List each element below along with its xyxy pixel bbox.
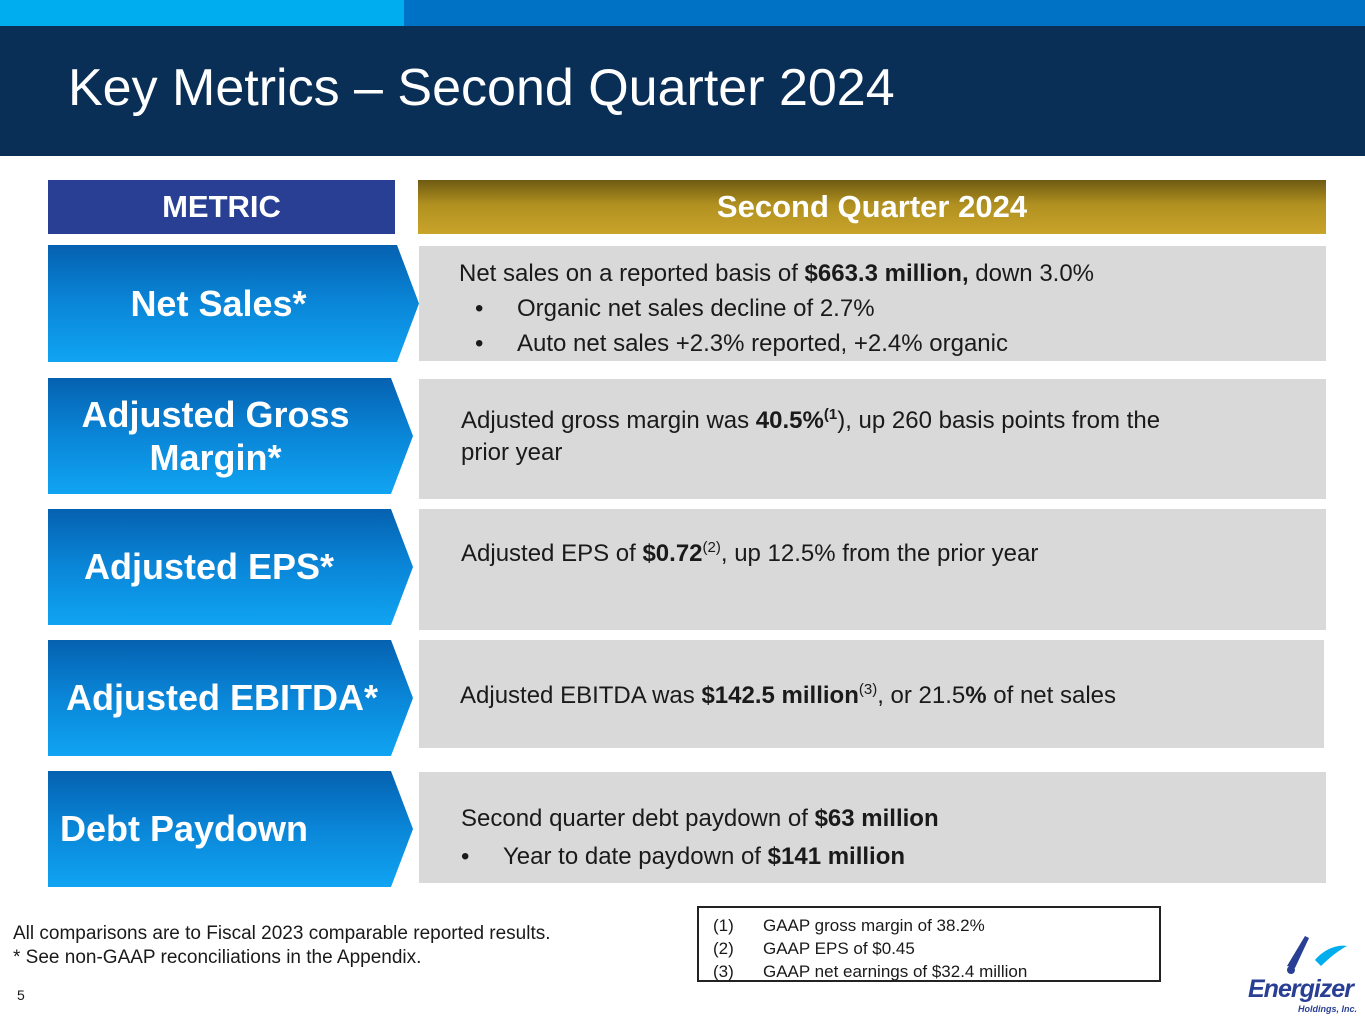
debt-value: $63 million <box>814 805 939 832</box>
metric-adjusted-eps: Adjusted EPS* <box>48 509 413 625</box>
footnote-box: (1) GAAP gross margin of 38.2% (2) GAAP … <box>697 906 1161 982</box>
column-header-quarter: Second Quarter 2024 <box>418 180 1326 234</box>
gross-margin-label-line1: Adjusted Gross <box>81 393 350 435</box>
ebitda-text: Adjusted EBITDA was <box>460 682 702 709</box>
header-band <box>0 26 1365 156</box>
gross-margin-change: ), up 260 basis points from the <box>837 407 1161 434</box>
net-sales-bullet-organic: Organic net sales decline of 2.7% <box>517 295 875 322</box>
panel-adjusted-eps: Adjusted EPS of $0.72(2), up 12.5% from … <box>419 509 1326 630</box>
footnote-row: (2) GAAP EPS of $0.45 <box>713 937 1159 960</box>
gross-margin-main: Adjusted gross margin was 40.5%(1), up 2… <box>461 406 1160 435</box>
net-sales-value: $663.3 million, <box>804 260 969 287</box>
footnote-number: (1) <box>713 915 734 935</box>
panel-adjusted-gross-margin: Adjusted gross margin was 40.5%(1), up 2… <box>419 379 1326 499</box>
metric-adjusted-gross-margin: Adjusted Gross Margin* <box>48 378 413 494</box>
eps-main: Adjusted EPS of $0.72(2), up 12.5% from … <box>461 539 1038 568</box>
ebitda-main: Adjusted EBITDA was $142.5 million(3), o… <box>460 681 1116 710</box>
gross-margin-footnote-ref: (1 <box>823 406 838 423</box>
bullet-icon: • <box>475 295 484 322</box>
gross-margin-text: Adjusted gross margin was <box>461 407 756 434</box>
non-gaap-note: * See non-GAAP reconciliations in the Ap… <box>13 947 422 968</box>
page-number: 5 <box>17 987 25 1003</box>
footnote-number: (2) <box>713 938 734 958</box>
energizer-logo-icon <box>1287 936 1347 974</box>
comparison-note: All comparisons are to Fiscal 2023 compa… <box>13 923 551 944</box>
footnote-row: (3) GAAP net earnings of $32.4 million <box>713 960 1159 983</box>
top-accent-bar-light <box>0 0 404 26</box>
metric-debt-paydown: Debt Paydown <box>48 771 413 887</box>
net-sales-bullet-auto: Auto net sales +2.3% reported, +2.4% org… <box>517 330 1008 357</box>
debt-bullet-ytd: Year to date paydown of $141 million <box>503 843 905 871</box>
logo-wordmark: Energizer <box>1248 975 1354 1003</box>
ebitda-margin: , or 21.5 <box>877 682 966 709</box>
eps-text: Adjusted EPS of <box>461 540 643 567</box>
debt-ytd-text: Year to date paydown of <box>503 843 768 870</box>
bullet-icon: • <box>475 330 484 357</box>
logo-subtitle: Holdings, Inc. <box>1298 1004 1358 1014</box>
panel-debt-paydown: Second quarter debt paydown of $63 milli… <box>419 772 1326 883</box>
footnote-row: (1) GAAP gross margin of 38.2% <box>713 914 1159 937</box>
footnote-text: GAAP gross margin of 38.2% <box>763 915 985 935</box>
debt-main: Second quarter debt paydown of $63 milli… <box>461 805 939 833</box>
footnote-number: (3) <box>713 961 734 981</box>
eps-value: $0.72 <box>642 540 703 567</box>
ebitda-value: $142.5 million <box>701 682 859 709</box>
panel-adjusted-ebitda: Adjusted EBITDA was $142.5 million(3), o… <box>419 640 1324 748</box>
bullet-icon: • <box>461 843 470 870</box>
debt-ytd-value: $141 million <box>767 843 906 870</box>
debt-text: Second quarter debt paydown of <box>461 805 815 832</box>
eps-footnote-ref: (2) <box>702 539 721 556</box>
net-sales-text: Net sales on a reported basis of <box>459 260 805 287</box>
ebitda-percent-sign: % <box>965 682 987 709</box>
top-accent-bar-dark <box>404 0 1365 26</box>
metric-net-sales: Net Sales* <box>48 245 419 362</box>
panel-net-sales: Net sales on a reported basis of $663.3 … <box>419 246 1326 361</box>
eps-change: , up 12.5% from the prior year <box>720 540 1039 567</box>
footnote-text: GAAP EPS of $0.45 <box>763 938 915 958</box>
metric-adjusted-ebitda: Adjusted EBITDA* <box>48 640 413 756</box>
page-title: Key Metrics – Second Quarter 2024 <box>68 59 895 117</box>
net-sales-main: Net sales on a reported basis of $663.3 … <box>459 260 1094 288</box>
gross-margin-value: 40.5% <box>755 407 824 434</box>
gross-margin-label-line2: Margin* <box>149 437 282 478</box>
gross-margin-line2: prior year <box>461 439 563 466</box>
column-header-metric: METRIC <box>48 180 395 234</box>
net-sales-change: down 3.0% <box>968 260 1095 287</box>
ebitda-footnote-ref: (3) <box>858 681 878 698</box>
footnote-text: GAAP net earnings of $32.4 million <box>763 961 1028 981</box>
ebitda-suffix: of net sales <box>986 682 1117 709</box>
